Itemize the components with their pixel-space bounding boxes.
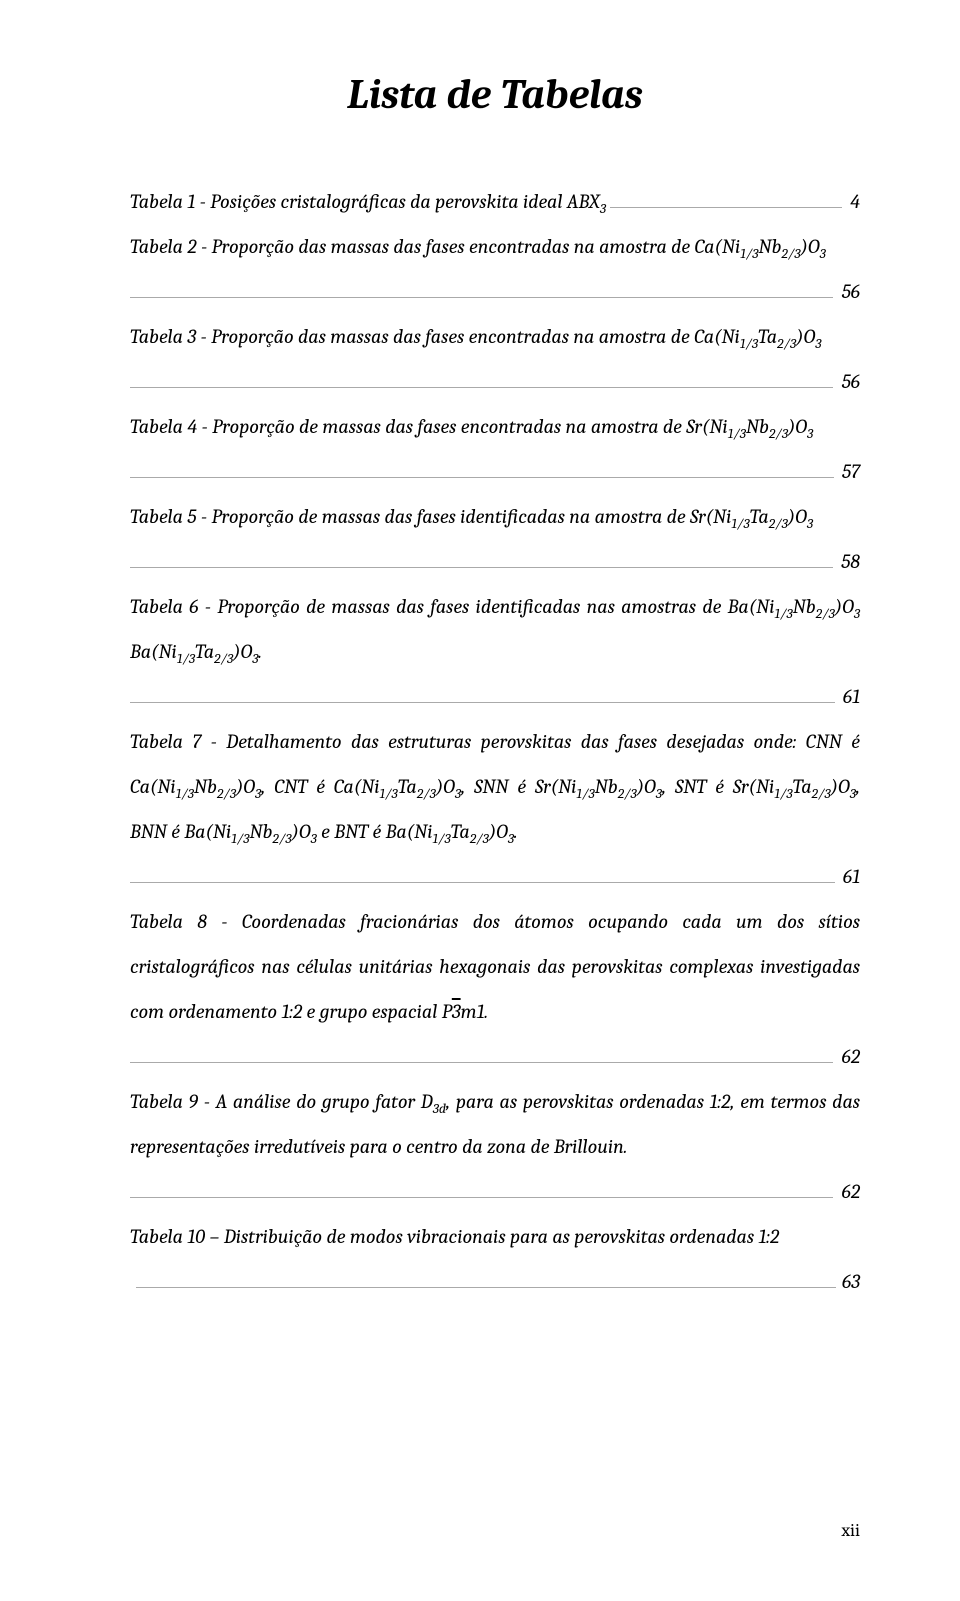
toc-leader-line <box>136 1287 836 1288</box>
page-title: Lista de Tabelas <box>130 70 860 119</box>
toc-leader-line <box>130 387 833 388</box>
toc-page-number: 61 <box>839 854 860 899</box>
toc-page-number: 4 <box>846 179 860 224</box>
toc-entry: Tabela 2 - Proporção das massas das fase… <box>130 224 860 314</box>
toc-leader-line <box>130 1197 833 1198</box>
toc-entry-text: Tabela 7 - Detalhamento das estruturas p… <box>130 719 860 854</box>
toc-page-number: 62 <box>837 1169 860 1214</box>
toc-page-number: 61 <box>839 674 860 719</box>
toc-entry: Tabela 10 – Distribuição de modos vibrac… <box>130 1214 860 1304</box>
toc-page-number: 57 <box>838 449 860 494</box>
toc-leader-line <box>130 567 833 568</box>
toc-entry-text: Tabela 6 - Proporção de massas das fases… <box>130 584 860 674</box>
toc-leader-line <box>130 702 835 703</box>
toc-entry: Tabela 4 - Proporção de massas das fases… <box>130 404 860 494</box>
toc-page-number: 62 <box>837 1034 860 1079</box>
toc-leader-line <box>130 882 835 883</box>
page-footer: xii <box>841 1520 860 1541</box>
toc-entries: Tabela 1 - Posições cristalográficas da … <box>130 179 860 1304</box>
toc-entry: Tabela 8 - Coordenadas fracionárias dos … <box>130 899 860 1079</box>
toc-leader-line <box>130 477 834 478</box>
toc-entry: Tabela 9 - A análise do grupo fator D3d,… <box>130 1079 860 1214</box>
toc-entry: Tabela 1 - Posições cristalográficas da … <box>130 179 860 224</box>
toc-entry-text: Tabela 5 - Proporção de massas das fases… <box>130 494 817 539</box>
toc-page-number: 63 <box>842 1259 860 1304</box>
toc-entry-text: Tabela 2 - Proporção das massas das fase… <box>130 224 830 269</box>
toc-entry-text: Tabela 1 - Posições cristalográficas da … <box>130 179 610 224</box>
toc-entry-text: Tabela 3 - Proporção das massas das fase… <box>130 314 826 359</box>
toc-page-number: 58 <box>837 539 860 584</box>
toc-entry-text: Tabela 9 - A análise do grupo fator D3d,… <box>130 1079 860 1169</box>
toc-page-number: 56 <box>837 269 860 314</box>
toc-entry: Tabela 7 - Detalhamento das estruturas p… <box>130 719 860 899</box>
toc-leader-line <box>130 297 833 298</box>
toc-entry: Tabela 3 - Proporção das massas das fase… <box>130 314 860 404</box>
toc-entry: Tabela 5 - Proporção de massas das fases… <box>130 494 860 584</box>
toc-leader-line <box>610 207 841 208</box>
toc-entry-text: Tabela 8 - Coordenadas fracionárias dos … <box>130 899 860 1034</box>
toc-entry-text: Tabela 10 – Distribuição de modos vibrac… <box>130 1225 779 1248</box>
toc-entry: Tabela 6 - Proporção de massas das fases… <box>130 584 860 719</box>
toc-leader-line <box>130 1062 833 1063</box>
toc-entry-text: Tabela 4 - Proporção de massas das fases… <box>130 404 818 449</box>
toc-page-number: 56 <box>837 359 860 404</box>
